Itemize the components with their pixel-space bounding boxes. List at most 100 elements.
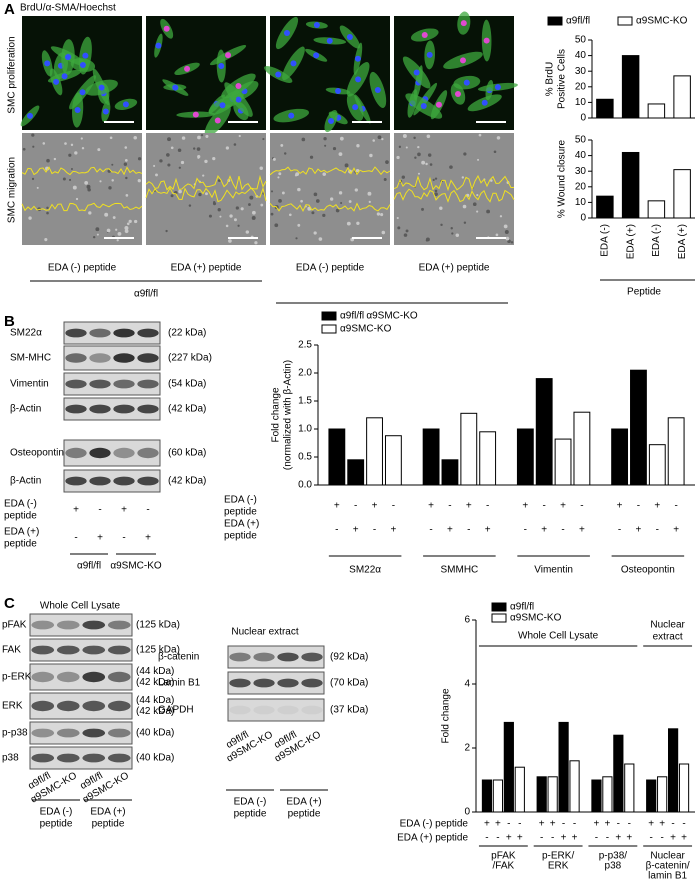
nucleus: [82, 52, 89, 59]
bar: [611, 428, 629, 486]
nucleus: [163, 25, 170, 32]
sign: +: [484, 819, 490, 830]
band: [82, 671, 106, 683]
sign: -: [467, 525, 470, 536]
band: [82, 728, 106, 738]
sign: -: [637, 501, 640, 512]
wound-edge: [145, 174, 267, 191]
speckle: [106, 228, 111, 233]
x-tick-label: p38: [605, 861, 622, 872]
sign: -: [617, 819, 620, 830]
speckle: [356, 221, 360, 226]
bar: [479, 431, 497, 486]
speckle: [477, 158, 480, 161]
speckle: [301, 137, 306, 142]
sign: +: [428, 501, 434, 512]
blot-label: SM22α: [10, 328, 42, 339]
bar: [621, 55, 640, 119]
nucleus: [214, 117, 221, 124]
speckle: [260, 203, 264, 207]
nucleus: [27, 112, 34, 119]
speckle: [455, 233, 460, 237]
speckle: [254, 241, 258, 245]
speckle: [322, 213, 326, 218]
bar: [596, 98, 614, 119]
sign: +: [506, 833, 512, 844]
speckle: [493, 150, 497, 154]
bar: [554, 438, 572, 486]
sign: -: [524, 525, 527, 536]
speckle: [489, 179, 493, 182]
annotation: Whole Cell Lysate: [518, 631, 599, 642]
sign: +: [572, 833, 578, 844]
kda-label: (22 kDa): [168, 328, 206, 339]
speckle: [31, 177, 35, 181]
speckle: [217, 208, 221, 212]
speckle: [181, 136, 186, 140]
nucleus: [235, 82, 242, 89]
speckle: [46, 211, 49, 215]
band: [31, 620, 55, 630]
panel-label: B: [4, 313, 15, 330]
speckle: [22, 147, 26, 151]
speckle: [476, 193, 479, 197]
sign: +: [604, 819, 610, 830]
sign: -: [660, 833, 663, 844]
kda-label: (37 kDa): [330, 705, 368, 716]
speckle: [381, 230, 386, 235]
sign: +: [73, 505, 79, 516]
sign: +: [334, 501, 340, 512]
speckle: [70, 167, 73, 170]
speckle: [204, 159, 208, 164]
sign: +: [670, 833, 676, 844]
y-tick-label: 1.0: [298, 424, 312, 435]
x-tick-label: SM22α: [349, 565, 381, 576]
group-label: α9fl/fl: [134, 289, 158, 300]
blot-label: pFAK: [2, 620, 27, 631]
speckle: [72, 185, 77, 190]
sign: -: [561, 525, 564, 536]
x-tick-label: SMMHC: [440, 565, 478, 576]
bar: [624, 763, 635, 813]
speckle: [381, 138, 384, 141]
x-axis-label: Peptide: [627, 287, 661, 298]
sign: -: [628, 819, 631, 830]
speckle: [335, 208, 340, 213]
band: [82, 620, 106, 630]
speckle: [44, 238, 48, 242]
speckle: [402, 134, 407, 139]
speckle: [237, 224, 240, 227]
speckle: [238, 134, 241, 138]
bar: [503, 721, 514, 813]
speckle: [213, 201, 216, 204]
y-tick-label: 0: [580, 213, 586, 224]
band: [31, 671, 55, 683]
sign: -: [595, 833, 598, 844]
band: [89, 328, 111, 338]
y-axis-label: (normalized with β-Actin): [283, 360, 294, 470]
sign: -: [354, 501, 357, 512]
band: [65, 328, 87, 338]
speckle: [104, 212, 109, 217]
speckle: [425, 162, 428, 166]
speckle: [369, 153, 373, 158]
speckle: [198, 192, 202, 197]
bar: [596, 195, 614, 219]
group-label: α9fl/fl: [77, 561, 101, 572]
speckle: [196, 147, 201, 151]
nucleus: [65, 54, 72, 61]
band: [113, 353, 135, 363]
sign: -: [98, 505, 101, 516]
speckle: [124, 146, 128, 149]
sign: -: [580, 501, 583, 512]
speckle: [449, 165, 453, 169]
sign: -: [146, 505, 149, 516]
sign: +: [353, 525, 359, 536]
y-tick-label: 2.5: [298, 340, 312, 351]
y-axis-label: Positive Cells: [557, 49, 568, 109]
kda-label: (92 kDa): [330, 652, 368, 663]
condition-label: EDA (+) peptide: [397, 833, 468, 844]
band: [89, 353, 111, 363]
speckle: [344, 163, 349, 168]
x-tick-label: ERK: [548, 861, 569, 872]
